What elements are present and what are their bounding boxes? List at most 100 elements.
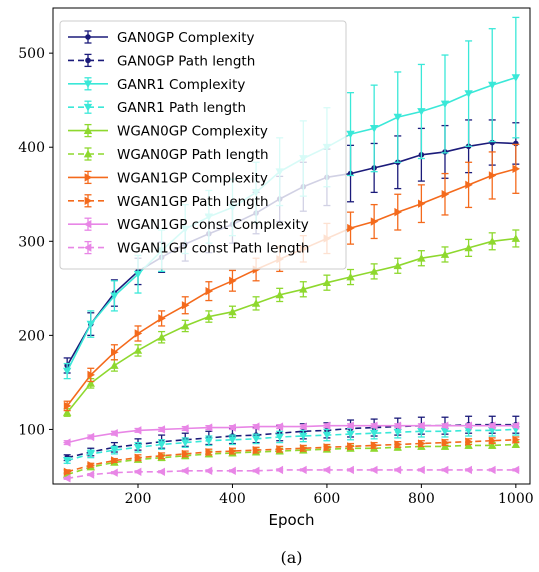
data-point [369, 125, 379, 133]
legend-label: GANR1 Complexity [117, 77, 245, 93]
y-tick-label: 500 [18, 46, 45, 62]
figure-caption: (a) [280, 548, 302, 567]
data-point [488, 171, 497, 180]
data-point [511, 421, 520, 430]
data-point [512, 435, 521, 444]
data-point [394, 207, 402, 217]
data-point [488, 465, 496, 475]
data-point [417, 108, 426, 116]
data-point [251, 435, 261, 444]
data-point [181, 321, 190, 330]
data-point [417, 465, 425, 475]
legend-label: WGAN1GP const Path length [117, 241, 309, 257]
data-point [205, 447, 214, 457]
data-point [369, 267, 379, 275]
data-point [322, 278, 332, 287]
data-point [465, 437, 473, 446]
y-tick-label: 400 [18, 140, 45, 156]
data-point [347, 442, 355, 451]
data-point [512, 164, 521, 174]
data-point [158, 451, 166, 460]
data-point [299, 444, 308, 453]
legend-label: WGAN0GP Complexity [117, 124, 268, 140]
x-tick-label: 600 [314, 491, 341, 507]
data-point [369, 429, 379, 438]
legend-item: WGAN1GP Path length [68, 194, 269, 210]
legend-label: GANR1 Path length [117, 100, 246, 116]
data-point [346, 465, 354, 475]
legend-item: GAN0GP Path length [68, 53, 255, 69]
data-point [87, 460, 95, 470]
y-tick-label: 300 [18, 234, 45, 250]
data-point [181, 301, 190, 310]
legend-marker [83, 80, 93, 88]
series-layer [62, 16, 521, 483]
data-point [488, 436, 497, 445]
data-point [86, 432, 95, 442]
data-point [440, 421, 449, 430]
data-point [204, 466, 213, 476]
data-point [275, 422, 284, 431]
data-point [464, 243, 473, 252]
series-line [66, 439, 516, 473]
data-point [62, 438, 71, 447]
data-point [228, 307, 237, 316]
data-point [418, 439, 426, 448]
legend-marker [83, 220, 92, 229]
data-point [418, 199, 426, 208]
data-point [157, 425, 165, 434]
legend-marker [84, 196, 93, 205]
data-point [394, 440, 402, 449]
data-point [110, 446, 119, 455]
legend-marker [83, 103, 93, 112]
data-point [157, 441, 166, 449]
data-point [157, 467, 165, 476]
series-10 [62, 465, 520, 483]
data-point [464, 90, 473, 98]
data-point [464, 465, 472, 475]
data-point [370, 217, 379, 226]
legend-marker [83, 149, 93, 158]
data-point [133, 443, 143, 452]
data-point [393, 421, 402, 430]
data-point [62, 457, 72, 465]
legend-box [59, 20, 347, 270]
data-point [133, 467, 142, 476]
legend-label: WGAN1GP Complexity [117, 170, 268, 186]
data-point [62, 474, 71, 483]
data-point [346, 272, 355, 281]
data-point [62, 367, 72, 376]
data-point [228, 436, 237, 444]
data-point [133, 270, 143, 279]
data-point [86, 470, 95, 479]
legend-item: GAN0GP Complexity [68, 30, 255, 46]
data-point [393, 261, 402, 270]
data-point [86, 379, 95, 387]
data-point [251, 422, 260, 431]
data-point [228, 466, 236, 476]
data-point [204, 423, 213, 432]
data-point [134, 329, 143, 338]
data-point [204, 437, 214, 445]
data-point [511, 465, 520, 475]
data-point [86, 320, 95, 329]
data-point [440, 250, 450, 258]
data-point [86, 450, 95, 459]
data-point [275, 433, 284, 442]
series-9 [62, 421, 520, 447]
data-point [63, 467, 72, 476]
data-point [441, 190, 450, 199]
series-line [66, 237, 516, 414]
data-point [511, 234, 521, 242]
data-point [511, 440, 521, 448]
data-point [393, 428, 402, 437]
data-point [63, 401, 72, 411]
data-point [441, 438, 450, 447]
legend-item: GANR1 Complexity [68, 77, 245, 93]
legend-item: WGAN1GP const Path length [68, 241, 309, 257]
x-axis-title: Epoch [269, 511, 315, 529]
data-point [252, 445, 261, 455]
data-point [488, 81, 497, 90]
legend-item: GANR1 Path length [68, 100, 246, 116]
